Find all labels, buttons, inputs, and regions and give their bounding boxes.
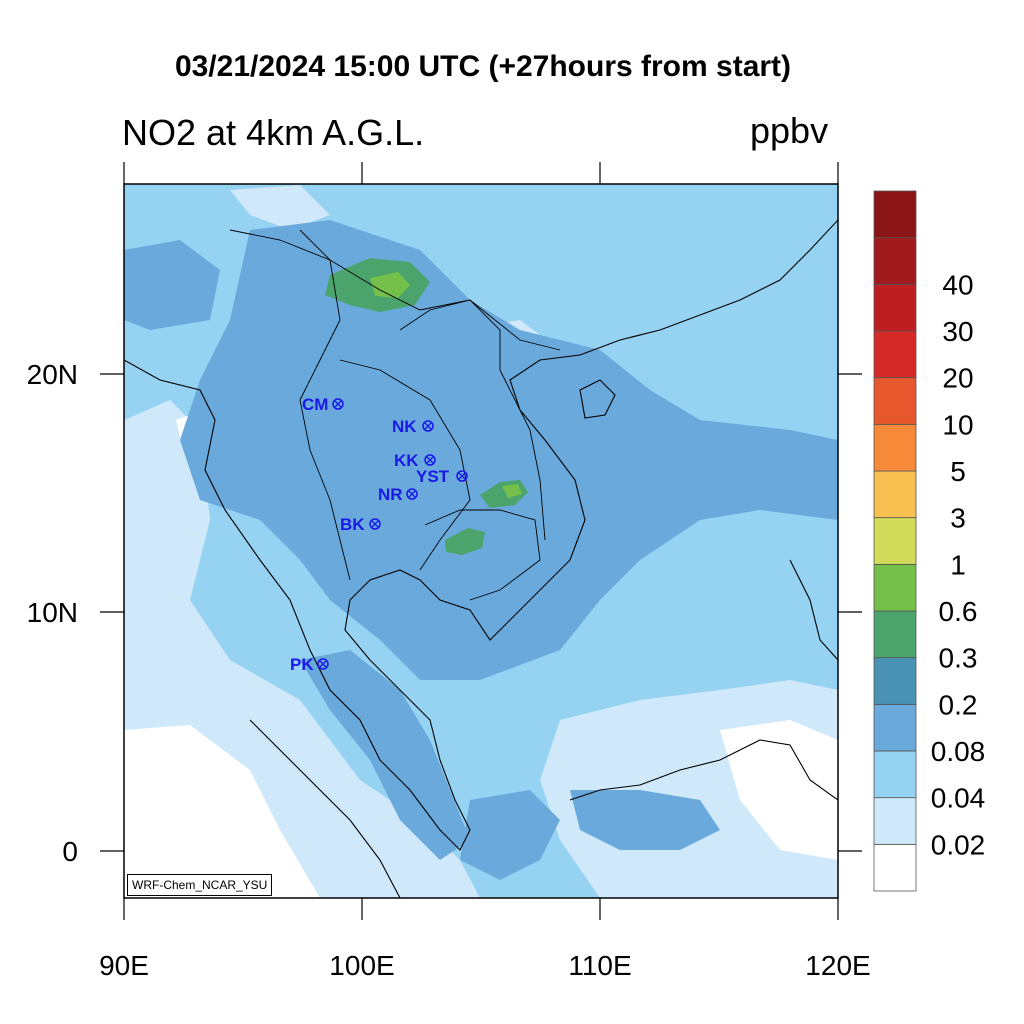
- colorbar-swatch: [873, 470, 917, 519]
- units-label: ppbv: [750, 110, 829, 151]
- y-tick-label: 20N: [27, 359, 78, 390]
- colorbar-swatch: [873, 843, 917, 892]
- border-laos: [399, 299, 546, 541]
- colorbar: [873, 190, 917, 892]
- site-cm-icon: [332, 398, 344, 410]
- coastlines: [124, 219, 838, 898]
- field-hot-cambodia: [445, 528, 485, 555]
- field-mid-borneo: [570, 790, 720, 850]
- site-nr: NR: [378, 485, 418, 504]
- colorbar-swatch: [873, 657, 917, 705]
- colorbar-swatch: [873, 797, 917, 845]
- field-hot-laos-core: [502, 484, 522, 498]
- colorbar-swatch: [873, 517, 917, 565]
- colorbar-swatch: [873, 610, 917, 659]
- field-min-southeast: [720, 720, 838, 860]
- colorbar-swatch: [873, 703, 917, 752]
- colorbar-label: 0.08: [931, 736, 986, 767]
- x-tick-label: 90E: [99, 950, 149, 981]
- field-low-north: [230, 185, 330, 230]
- site-kk: KK: [394, 451, 436, 470]
- site-kk-icon: [424, 454, 436, 466]
- colorbar-swatch: [873, 377, 917, 425]
- y-tick-label: 0: [62, 836, 78, 867]
- colorbar-label: 10: [942, 409, 973, 440]
- site-nk-icon: [422, 420, 434, 432]
- field-hot-north-core: [370, 272, 410, 298]
- colorbar-swatch: [873, 190, 917, 239]
- x-tick-label: 120E: [805, 950, 870, 981]
- map-frame: [123, 183, 839, 899]
- colorbar-swatch: [873, 283, 917, 332]
- svg-text:CM: CM: [302, 395, 328, 414]
- x-tick-label: 100E: [329, 950, 394, 981]
- svg-text:NK: NK: [392, 417, 417, 436]
- svg-text:KK: KK: [394, 451, 419, 470]
- site-yst: YST: [416, 467, 468, 486]
- no2-field: [124, 184, 838, 898]
- colorbar-label: 0.02: [931, 829, 986, 860]
- site-bk-icon: [369, 518, 381, 530]
- site-markers: CM NK KK YST NR BK PK: [290, 395, 468, 674]
- svg-text:YST: YST: [416, 467, 450, 486]
- colorbar-label: 3: [950, 503, 966, 534]
- site-pk-icon: [317, 658, 329, 670]
- colorbar-label: 20: [942, 363, 973, 394]
- colorbar-swatch: [873, 237, 917, 285]
- chart-title: 03/21/2024 15:00 UTC (+27hours from star…: [174, 50, 792, 83]
- site-nr-icon: [406, 488, 418, 500]
- svg-text:NR: NR: [378, 485, 403, 504]
- colorbar-label: 5: [950, 456, 966, 487]
- coastline-borneo: [569, 739, 838, 801]
- colorbar-label: 1: [950, 549, 966, 580]
- axis-ticks: [100, 162, 862, 920]
- colorbar-swatch: [873, 330, 917, 379]
- field-mid-sea: [460, 790, 560, 880]
- field-mid-nw: [124, 240, 220, 330]
- svg-text:PK: PK: [290, 655, 314, 674]
- border-china: [229, 229, 561, 351]
- site-nk: NK: [392, 417, 434, 436]
- coastline-mainland: [124, 219, 838, 851]
- colorbar-swatch: [873, 750, 917, 799]
- field-mid-inland: [180, 220, 838, 680]
- colorbar-labels: 0.02 0.04 0.08 0.2 0.3 0.6 1 3 5 10 20 30 40: [931, 269, 986, 860]
- site-yst-icon: [456, 470, 468, 482]
- colorbar-label: 40: [942, 269, 973, 300]
- colorbar-label: 30: [942, 316, 973, 347]
- variable-label: NO2 at 4km A.G.L.: [122, 112, 425, 153]
- x-tick-label: 110E: [568, 950, 631, 981]
- border-myanmar: [299, 229, 351, 581]
- model-credit: WRF-Chem_NCAR_YSU: [127, 874, 273, 896]
- border-cambodia: [424, 509, 541, 601]
- colorbar-label: 0.6: [939, 596, 978, 627]
- site-bk: BK: [340, 515, 381, 534]
- colorbar-label: 0.3: [939, 643, 978, 674]
- colorbar-swatch: [873, 563, 917, 612]
- site-pk: PK: [290, 655, 329, 674]
- coastline-sumatra: [249, 719, 401, 898]
- field-min-southwest: [124, 725, 320, 898]
- coastline-philippines: [789, 559, 838, 661]
- y-tick-label: 10N: [27, 597, 78, 628]
- svg-text:BK: BK: [340, 515, 365, 534]
- colorbar-label: 0.2: [939, 689, 978, 720]
- coastline-hainan: [579, 379, 616, 419]
- colorbar-label: 0.04: [931, 783, 986, 814]
- y-axis-labels: 20N 10N 0: [27, 359, 78, 867]
- x-axis-labels: 90E 100E 110E 120E: [99, 950, 871, 981]
- site-cm: CM: [302, 395, 344, 414]
- border-thailand: [339, 359, 471, 571]
- colorbar-swatch: [873, 423, 917, 472]
